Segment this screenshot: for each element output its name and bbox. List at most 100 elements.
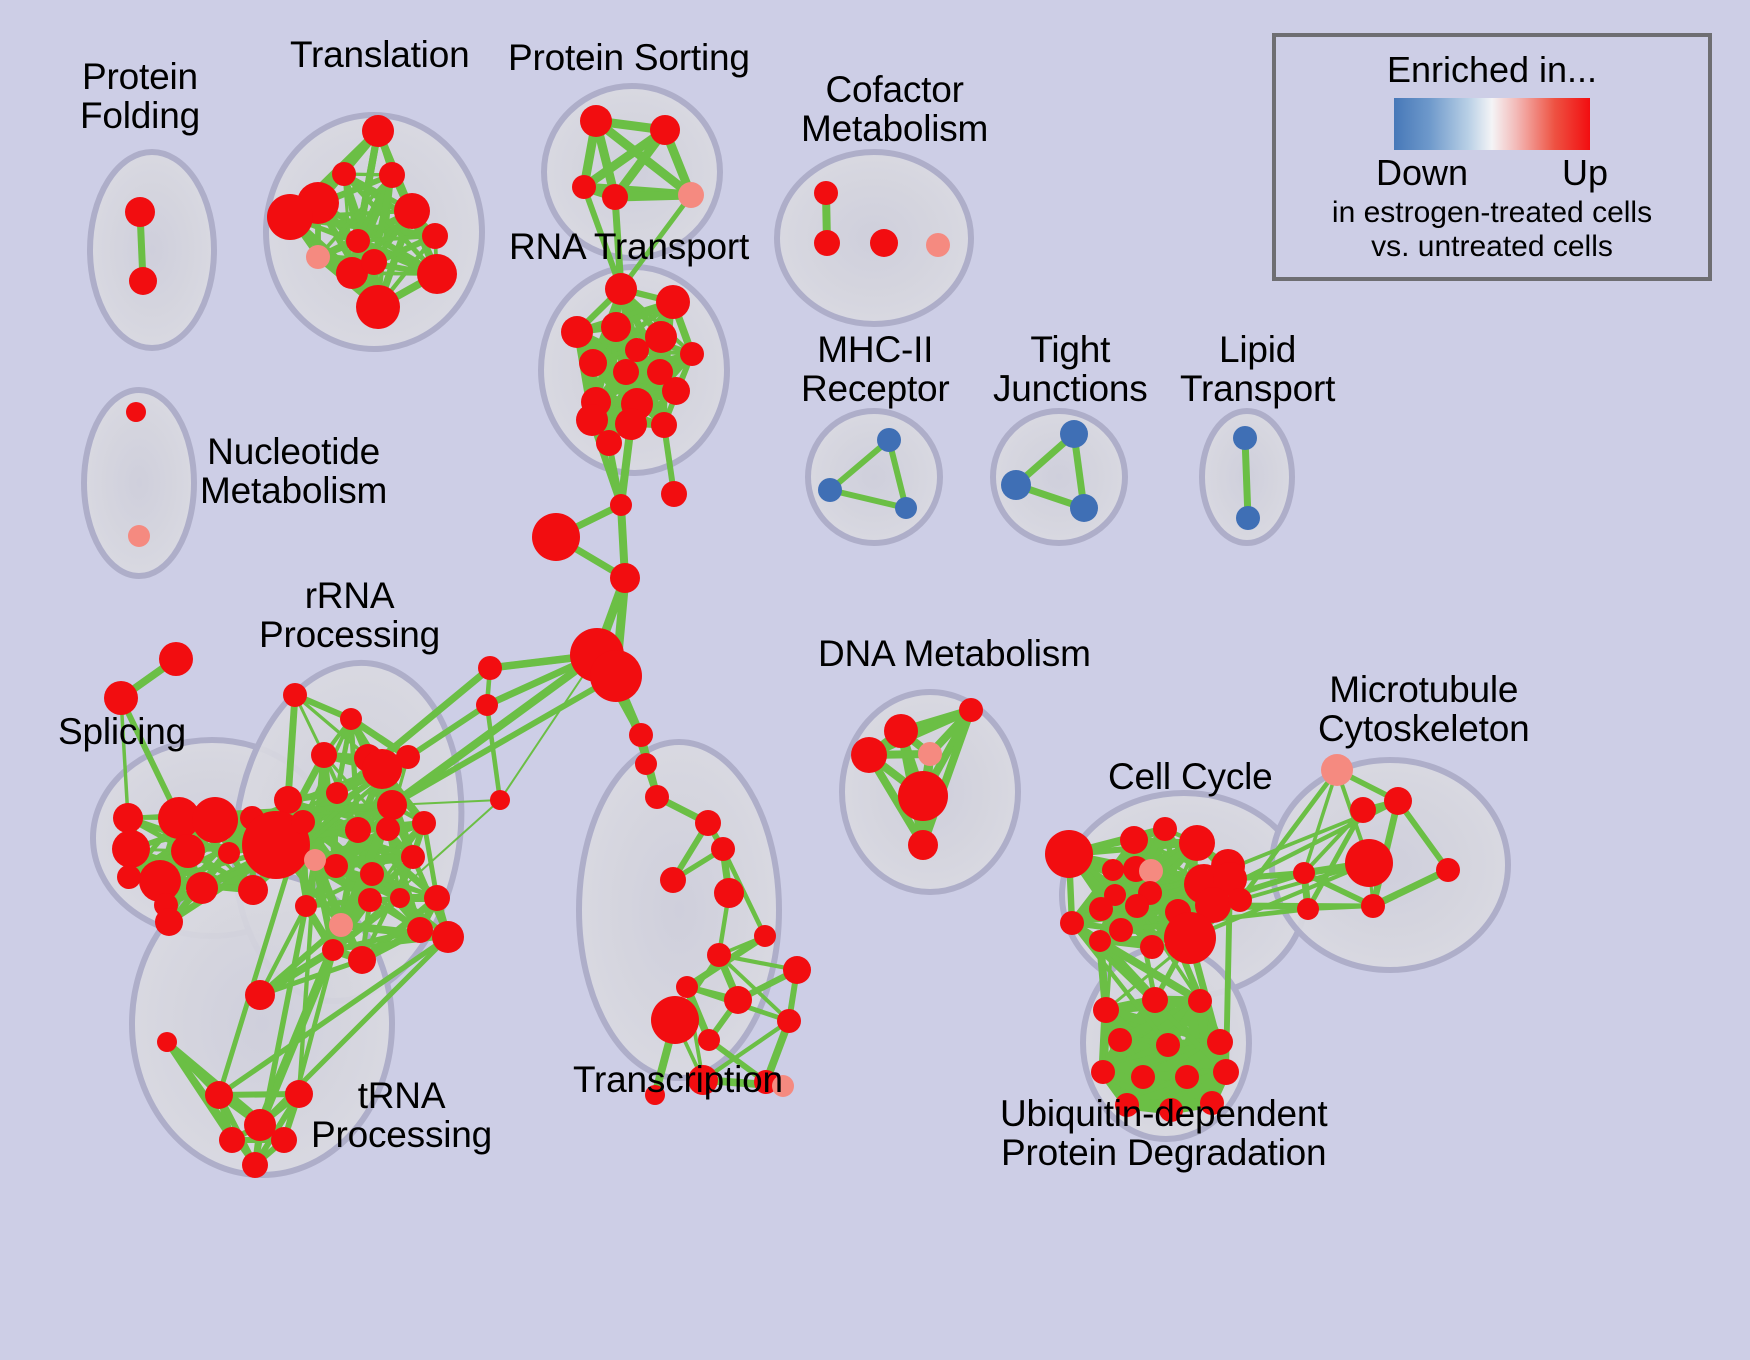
network-node[interactable] bbox=[1115, 1093, 1139, 1117]
network-node[interactable] bbox=[610, 563, 640, 593]
network-node[interactable] bbox=[1045, 830, 1093, 878]
network-node[interactable] bbox=[814, 181, 838, 205]
network-node[interactable] bbox=[422, 223, 448, 249]
network-node[interactable] bbox=[361, 249, 387, 275]
network-node[interactable] bbox=[1060, 420, 1088, 448]
network-node[interactable] bbox=[205, 1081, 233, 1109]
network-node[interactable] bbox=[1195, 887, 1231, 923]
network-node[interactable] bbox=[579, 349, 607, 377]
network-node[interactable] bbox=[219, 1127, 245, 1153]
network-node[interactable] bbox=[155, 908, 183, 936]
network-node[interactable] bbox=[113, 803, 143, 833]
network-node[interactable] bbox=[926, 233, 950, 257]
network-node[interactable] bbox=[645, 1085, 665, 1105]
network-node[interactable] bbox=[1213, 862, 1247, 896]
network-node[interactable] bbox=[238, 875, 268, 905]
network-node[interactable] bbox=[676, 976, 698, 998]
network-node[interactable] bbox=[1120, 826, 1148, 854]
network-node[interactable] bbox=[590, 650, 642, 702]
network-node[interactable] bbox=[128, 525, 150, 547]
network-node[interactable] bbox=[322, 939, 344, 961]
network-node[interactable] bbox=[601, 312, 631, 342]
network-node[interactable] bbox=[139, 860, 181, 902]
network-node[interactable] bbox=[635, 753, 657, 775]
network-node[interactable] bbox=[394, 193, 430, 229]
network-node[interactable] bbox=[645, 321, 677, 353]
network-node[interactable] bbox=[660, 867, 686, 893]
network-node[interactable] bbox=[326, 782, 348, 804]
network-node[interactable] bbox=[1070, 494, 1098, 522]
network-node[interactable] bbox=[244, 1109, 276, 1141]
network-node[interactable] bbox=[412, 811, 436, 835]
network-node[interactable] bbox=[171, 834, 205, 868]
network-node[interactable] bbox=[695, 810, 721, 836]
network-node[interactable] bbox=[112, 830, 150, 868]
network-node[interactable] bbox=[680, 342, 704, 366]
network-node[interactable] bbox=[877, 428, 901, 452]
network-node[interactable] bbox=[602, 184, 628, 210]
network-node[interactable] bbox=[1213, 1059, 1239, 1085]
network-node[interactable] bbox=[304, 849, 326, 871]
network-node[interactable] bbox=[476, 694, 498, 716]
network-node[interactable] bbox=[629, 723, 653, 747]
network-node[interactable] bbox=[698, 1029, 720, 1051]
network-node[interactable] bbox=[345, 817, 371, 843]
network-node[interactable] bbox=[283, 683, 307, 707]
network-node[interactable] bbox=[711, 837, 735, 861]
network-node[interactable] bbox=[306, 245, 330, 269]
network-node[interactable] bbox=[158, 797, 200, 839]
network-node[interactable] bbox=[561, 316, 593, 348]
network-node[interactable] bbox=[104, 681, 138, 715]
network-node[interactable] bbox=[1108, 1028, 1132, 1052]
network-node[interactable] bbox=[1188, 989, 1212, 1013]
network-node[interactable] bbox=[651, 996, 699, 1044]
network-node[interactable] bbox=[1140, 935, 1164, 959]
network-node[interactable] bbox=[186, 872, 218, 904]
network-node[interactable] bbox=[311, 742, 337, 768]
network-node[interactable] bbox=[1093, 997, 1119, 1023]
network-node[interactable] bbox=[596, 430, 622, 456]
network-node[interactable] bbox=[157, 1032, 177, 1052]
network-node[interactable] bbox=[340, 708, 362, 730]
network-node[interactable] bbox=[615, 408, 647, 440]
network-node[interactable] bbox=[724, 986, 752, 1014]
network-node[interactable] bbox=[379, 162, 405, 188]
network-node[interactable] bbox=[1297, 898, 1319, 920]
network-node[interactable] bbox=[1109, 918, 1133, 942]
network-node[interactable] bbox=[1159, 1098, 1183, 1122]
network-node[interactable] bbox=[1350, 797, 1376, 823]
network-node[interactable] bbox=[625, 338, 649, 362]
network-node[interactable] bbox=[407, 917, 433, 943]
network-node[interactable] bbox=[898, 771, 948, 821]
network-node[interactable] bbox=[1060, 911, 1084, 935]
network-node[interactable] bbox=[117, 865, 141, 889]
network-node[interactable] bbox=[1228, 888, 1252, 912]
network-node[interactable] bbox=[396, 745, 420, 769]
network-node[interactable] bbox=[605, 273, 637, 305]
network-node[interactable] bbox=[908, 830, 938, 860]
network-node[interactable] bbox=[895, 497, 917, 519]
network-node[interactable] bbox=[126, 402, 146, 422]
network-node[interactable] bbox=[360, 862, 384, 886]
network-node[interactable] bbox=[650, 115, 680, 145]
network-node[interactable] bbox=[1436, 858, 1460, 882]
network-node[interactable] bbox=[1207, 1029, 1233, 1055]
network-node[interactable] bbox=[362, 749, 402, 789]
network-node[interactable] bbox=[610, 494, 632, 516]
network-node[interactable] bbox=[1345, 839, 1393, 887]
network-node[interactable] bbox=[332, 162, 356, 186]
network-node[interactable] bbox=[959, 698, 983, 722]
network-node[interactable] bbox=[777, 1009, 801, 1033]
network-node[interactable] bbox=[656, 285, 690, 319]
network-node[interactable] bbox=[1102, 859, 1124, 881]
network-node[interactable] bbox=[401, 845, 425, 869]
network-node[interactable] bbox=[324, 854, 348, 878]
network-node[interactable] bbox=[572, 175, 596, 199]
network-node[interactable] bbox=[358, 888, 382, 912]
network-node[interactable] bbox=[1104, 884, 1126, 906]
network-node[interactable] bbox=[356, 285, 400, 329]
network-node[interactable] bbox=[647, 359, 673, 385]
network-node[interactable] bbox=[645, 785, 669, 809]
network-node[interactable] bbox=[1153, 817, 1177, 841]
network-node[interactable] bbox=[1089, 930, 1111, 952]
